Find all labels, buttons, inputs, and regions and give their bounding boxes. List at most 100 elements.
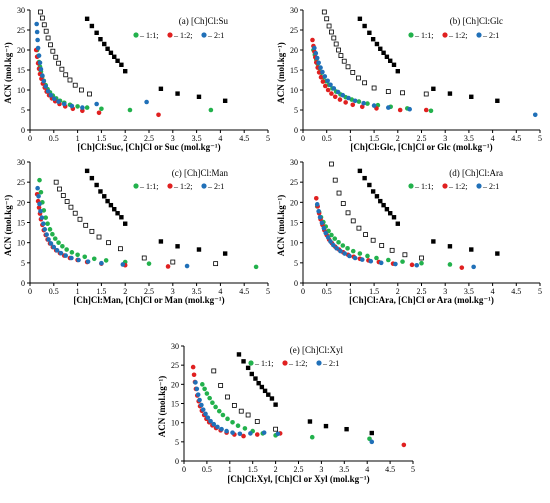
y-tick-label: 5	[21, 259, 25, 268]
series-3	[321, 9, 429, 97]
data-point	[146, 261, 152, 266]
data-point	[225, 394, 230, 400]
chart-panel-3: 0 5 10 15 20 25 30 0 0.5 1 1.5 2 2.5 3 3.5 4 4.5 5 [Ch]Cl:…	[276, 158, 542, 305]
data-point	[273, 402, 278, 407]
series-1	[33, 47, 161, 118]
data-point	[51, 96, 57, 102]
data-point	[144, 99, 149, 105]
data-point	[196, 247, 202, 252]
data-point	[115, 211, 120, 216]
legend-entry: – 2:1	[207, 182, 224, 191]
legend: – 1:1; – 1:2; – 2:1	[133, 31, 224, 40]
data-point	[423, 91, 429, 97]
data-point	[329, 232, 334, 238]
data-point	[60, 193, 66, 198]
x-tick-label: 2	[396, 287, 400, 296]
y-tick-label: 15	[290, 219, 298, 228]
data-point	[259, 384, 265, 390]
x-tick-label: 1.5	[96, 287, 106, 296]
data-point	[36, 193, 41, 199]
data-point	[262, 388, 268, 394]
legend-entry: – 1:1;	[414, 182, 433, 191]
data-point	[322, 83, 328, 89]
x-tick-label: 2.5	[417, 287, 427, 296]
data-point	[370, 237, 376, 243]
data-point	[350, 102, 356, 108]
data-point	[165, 264, 171, 269]
x-axis-label: [Ch]Cl:Man, [Ch]Cl or Man (mol.kg⁻¹)	[73, 295, 224, 305]
data-point	[89, 175, 95, 181]
data-point	[35, 45, 41, 51]
data-point	[332, 177, 338, 183]
data-point	[35, 185, 40, 191]
data-point	[341, 58, 347, 64]
data-point	[215, 424, 220, 430]
data-point	[193, 380, 198, 385]
data-point	[75, 252, 80, 258]
data-point	[337, 97, 343, 102]
y-tick-label: 25	[290, 178, 298, 187]
data-point	[325, 235, 331, 240]
data-point	[447, 91, 453, 96]
data-point	[211, 421, 217, 427]
data-point	[273, 426, 279, 432]
data-point	[87, 91, 92, 97]
legend-entry: – 2:1	[482, 182, 499, 191]
series-3	[211, 368, 279, 432]
series-4	[357, 168, 500, 256]
x-tick-label: 4.5	[385, 465, 395, 474]
x-tick-label: 4.5	[239, 287, 249, 296]
y-tick-label: 25	[290, 26, 298, 35]
data-point	[356, 99, 362, 104]
data-point	[123, 69, 128, 74]
series-0	[314, 204, 453, 267]
legend: – 1:1; – 1:2; – 2:1	[408, 182, 499, 191]
data-point	[318, 65, 323, 70]
data-point	[197, 397, 202, 403]
data-point	[89, 23, 95, 29]
data-point	[365, 101, 370, 106]
data-point	[385, 89, 391, 94]
data-point	[378, 260, 384, 266]
x-tick-label: 2	[123, 287, 127, 296]
data-point	[329, 91, 334, 96]
chart-title: (d) [Ch]Cl:Ara	[449, 168, 503, 178]
data-point	[325, 87, 331, 93]
data-point	[94, 101, 99, 107]
data-point	[335, 89, 341, 95]
data-point	[64, 247, 69, 252]
data-point	[208, 107, 214, 113]
legend-marker	[316, 360, 322, 366]
data-point	[224, 428, 229, 434]
data-point	[43, 28, 49, 34]
x-tick-label: 4	[218, 287, 222, 296]
data-point	[312, 45, 317, 51]
data-point	[80, 105, 85, 110]
data-point	[362, 80, 368, 86]
data-point	[365, 253, 370, 259]
data-point	[388, 58, 393, 63]
y-tick-label: 20	[17, 46, 25, 55]
data-point	[369, 430, 374, 436]
y-axis-label: ACN (mol.kg⁻¹)	[276, 195, 286, 256]
data-point	[120, 262, 126, 267]
data-point	[98, 189, 103, 194]
data-point	[400, 90, 405, 96]
data-point	[34, 29, 40, 35]
data-point	[196, 94, 202, 99]
data-point	[249, 371, 254, 377]
data-point	[64, 199, 70, 204]
data-point	[319, 220, 325, 226]
chart-title: (c) [Ch]Cl:Man	[172, 168, 229, 178]
data-point	[368, 258, 374, 264]
data-point	[254, 419, 260, 424]
series-4	[84, 16, 228, 103]
y-tick-label: 25	[17, 178, 25, 187]
chart-title: (b) [Ch]Cl:Glc	[450, 16, 503, 26]
data-point	[242, 426, 248, 431]
data-point	[51, 244, 57, 250]
data-point	[459, 265, 465, 270]
data-point	[56, 60, 61, 66]
data-point	[60, 243, 65, 249]
legend-entry: – 1:1;	[139, 31, 158, 40]
